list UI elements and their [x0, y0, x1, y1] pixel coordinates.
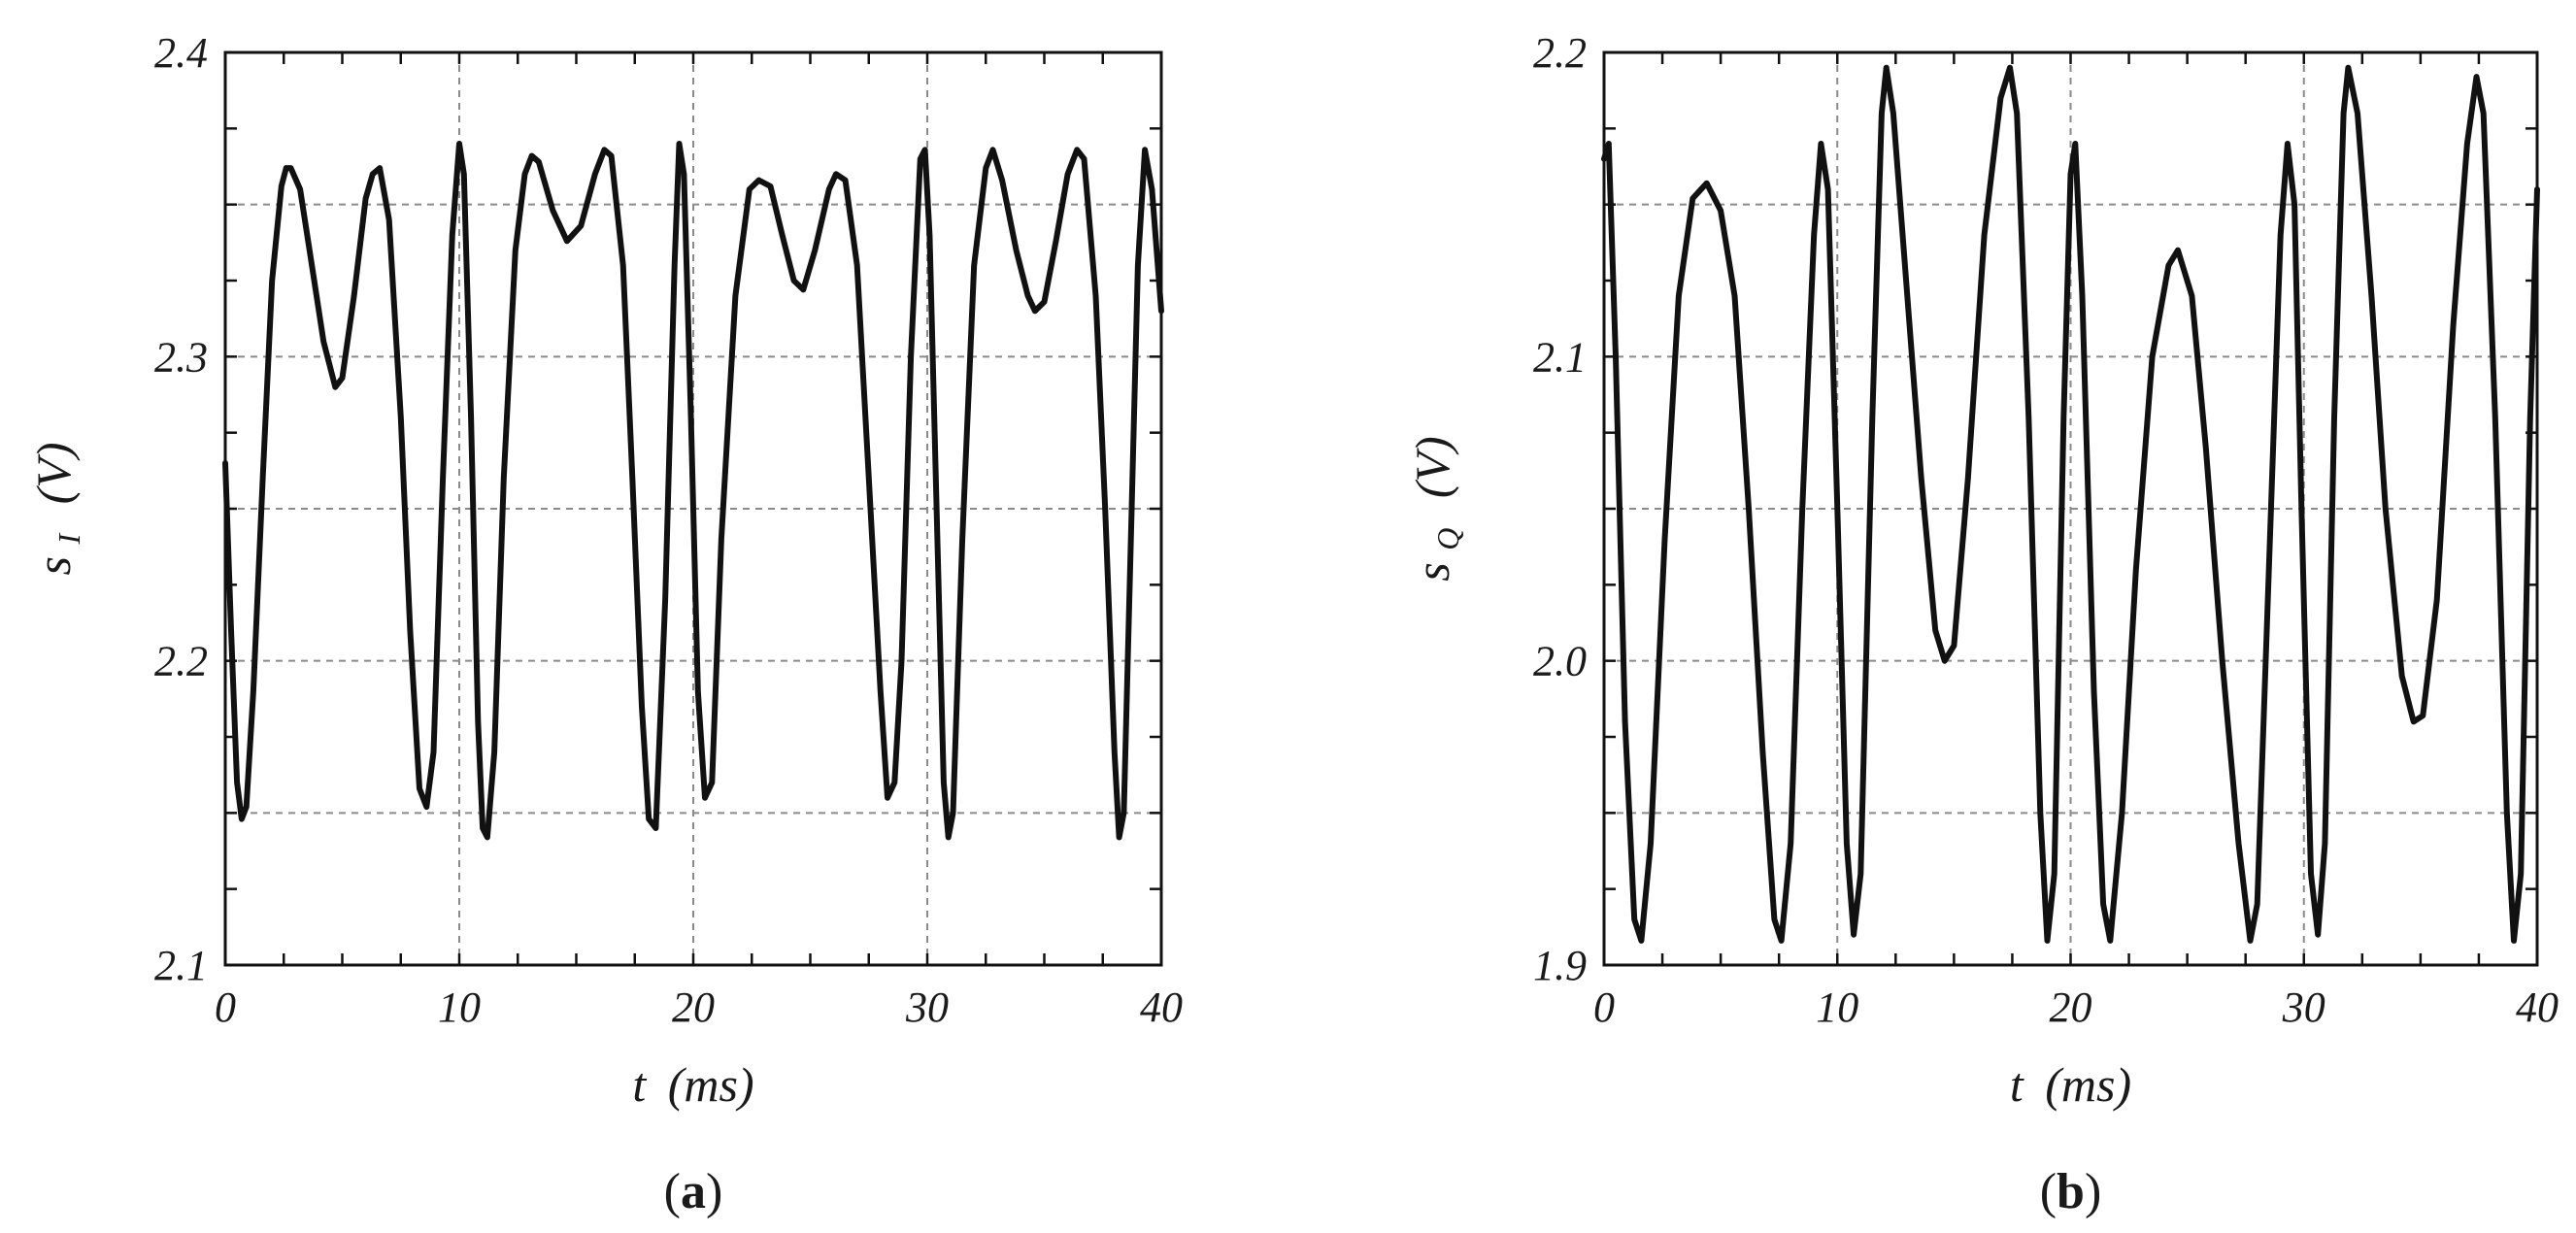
plot-frame	[223, 50, 1163, 967]
x-axis-unit: (ms)	[668, 1057, 754, 1112]
x-tick-label: 20	[672, 983, 715, 1031]
y-axis-unit: (V)	[26, 443, 81, 505]
x-tick-label: 30	[905, 983, 949, 1031]
series-line-s-q	[1601, 64, 2540, 944]
x-tick-labels: 0 10 20 30 40	[1593, 983, 2559, 1031]
chart-panel-b: 0 10 20 30 40 1.9 2.0 2.1 2.2 t (ms) s Q (V) (b…	[1405, 29, 2559, 1219]
y-tick-label: 2.2	[1533, 29, 1587, 77]
x-tick-label: 40	[2516, 983, 2559, 1031]
y-tick-label: 2.3	[154, 333, 208, 381]
x-tick-label: 40	[1140, 983, 1183, 1031]
y-tick-label: 2.2	[154, 638, 208, 685]
plot-frame	[1602, 50, 2539, 967]
x-tick-label: 0	[215, 983, 236, 1031]
y-axis-subscript: Q	[1430, 528, 1465, 550]
y-axis-var: s	[26, 556, 81, 575]
panel-label-b: (b)	[2040, 1164, 2102, 1219]
x-axis-unit: (ms)	[2045, 1057, 2131, 1112]
y-axis-subscript: I	[51, 533, 86, 546]
y-tick-label: 2.0	[1533, 638, 1587, 685]
y-tick-label: 2.4	[154, 29, 208, 77]
y-axis-label: s I (V)	[26, 443, 90, 576]
x-tick-label: 10	[1816, 983, 1858, 1031]
panel-label-a: (a)	[664, 1164, 723, 1219]
x-tick-labels: 0 10 20 30 40	[215, 983, 1183, 1031]
y-tick-label: 1.9	[1533, 942, 1587, 989]
x-axis-label: t (ms)	[2010, 1057, 2131, 1112]
series-line-s-i	[222, 141, 1164, 841]
y-tick-labels: 2.1 2.2 2.3 2.4	[154, 29, 208, 989]
x-axis-var: t	[2010, 1057, 2024, 1112]
y-axis-unit: (V)	[1405, 436, 1459, 498]
x-tick-label: 20	[2050, 983, 2092, 1031]
y-axis-var: s	[1405, 562, 1459, 581]
y-tick-labels: 1.9 2.0 2.1 2.2	[1533, 29, 1587, 989]
x-axis-label: t (ms)	[632, 1057, 753, 1112]
x-tick-label: 0	[1593, 983, 1615, 1031]
y-axis-label: s Q (V)	[1405, 436, 1469, 581]
x-axis-var: t	[632, 1057, 647, 1112]
y-tick-label: 2.1	[154, 942, 208, 989]
y-tick-label: 2.1	[1533, 333, 1587, 381]
x-tick-label: 10	[438, 983, 481, 1031]
x-tick-label: 30	[2282, 983, 2325, 1031]
chart-panel-a: 0 10 20 30 40 2.1 2.2 2.3 2.4 t (ms) s I (V) (a…	[26, 29, 1183, 1219]
